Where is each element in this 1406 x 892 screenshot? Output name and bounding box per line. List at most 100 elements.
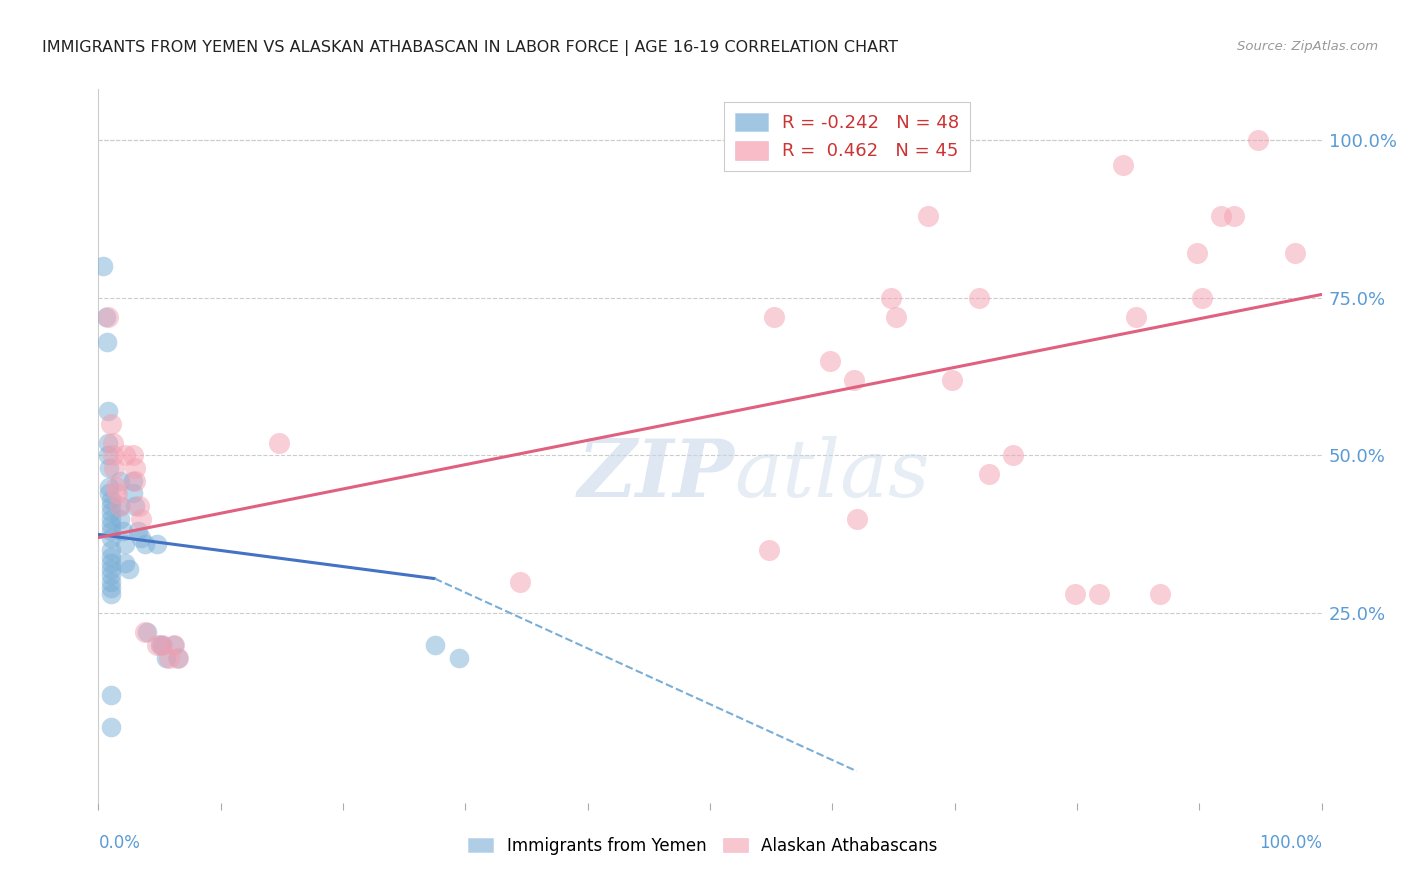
Point: [98, 480, 121, 494]
Point: [134, 625, 156, 640]
Point: [1112, 158, 1135, 172]
Point: [917, 209, 939, 223]
Point: [100, 720, 122, 734]
Point: [110, 511, 132, 525]
Point: [97, 435, 120, 450]
Point: [114, 537, 136, 551]
Point: [100, 549, 122, 564]
Text: IMMIGRANTS FROM YEMEN VS ALASKAN ATHABASCAN IN LABOR FORCE | AGE 16-19 CORRELATI: IMMIGRANTS FROM YEMEN VS ALASKAN ATHABAS…: [42, 40, 898, 56]
Point: [118, 562, 141, 576]
Point: [157, 650, 180, 665]
Point: [124, 461, 146, 475]
Point: [100, 524, 122, 539]
Point: [1284, 246, 1306, 260]
Text: Source: ZipAtlas.com: Source: ZipAtlas.com: [1237, 40, 1378, 54]
Point: [100, 574, 122, 589]
Point: [105, 486, 128, 500]
Point: [155, 650, 177, 665]
Point: [110, 474, 132, 488]
Point: [128, 499, 150, 513]
Legend: R = -0.242   N = 48, R =  0.462   N = 45: R = -0.242 N = 48, R = 0.462 N = 45: [724, 102, 970, 171]
Point: [100, 499, 122, 513]
Point: [100, 505, 122, 519]
Point: [880, 291, 903, 305]
Point: [149, 638, 172, 652]
Point: [134, 537, 156, 551]
Point: [114, 449, 136, 463]
Point: [1125, 310, 1147, 324]
Point: [941, 373, 963, 387]
Point: [101, 449, 124, 463]
Point: [100, 517, 122, 532]
Point: [100, 562, 122, 576]
Point: [97, 449, 120, 463]
Point: [967, 291, 990, 305]
Point: [136, 625, 159, 640]
Point: [150, 638, 173, 652]
Point: [1002, 449, 1025, 463]
Point: [91, 259, 114, 273]
Point: [844, 373, 866, 387]
Point: [269, 435, 291, 450]
Point: [101, 435, 124, 450]
Point: [100, 581, 122, 595]
Point: [1185, 246, 1208, 260]
Point: [103, 461, 125, 475]
Point: [97, 310, 120, 324]
Point: [1063, 587, 1085, 601]
Point: [762, 310, 785, 324]
Text: ZIP: ZIP: [578, 436, 734, 513]
Point: [845, 511, 868, 525]
Point: [97, 404, 120, 418]
Point: [100, 568, 122, 582]
Point: [121, 449, 143, 463]
Point: [96, 334, 118, 349]
Point: [423, 638, 446, 652]
Point: [100, 492, 122, 507]
Point: [100, 511, 122, 525]
Point: [150, 638, 173, 652]
Point: [110, 499, 132, 513]
Point: [100, 417, 122, 431]
Point: [1149, 587, 1171, 601]
Text: 100.0%: 100.0%: [1258, 834, 1322, 852]
Text: atlas: atlas: [734, 436, 929, 513]
Point: [167, 650, 190, 665]
Point: [977, 467, 1000, 482]
Point: [818, 353, 841, 368]
Point: [884, 310, 907, 324]
Point: [1247, 133, 1270, 147]
Point: [1191, 291, 1213, 305]
Point: [114, 556, 136, 570]
Point: [111, 524, 134, 539]
Point: [146, 638, 169, 652]
Point: [1222, 209, 1244, 223]
Point: [100, 587, 122, 601]
Point: [110, 499, 132, 513]
Point: [100, 556, 122, 570]
Point: [163, 638, 186, 652]
Point: [129, 511, 152, 525]
Point: [98, 461, 121, 475]
Point: [146, 537, 169, 551]
Point: [100, 531, 122, 545]
Point: [124, 474, 146, 488]
Point: [758, 543, 780, 558]
Point: [127, 524, 149, 539]
Point: [129, 531, 152, 545]
Point: [1211, 209, 1233, 223]
Point: [167, 650, 190, 665]
Text: 0.0%: 0.0%: [98, 834, 141, 852]
Point: [98, 486, 121, 500]
Point: [121, 486, 143, 500]
Point: [509, 574, 531, 589]
Point: [100, 689, 122, 703]
Point: [124, 499, 146, 513]
Point: [1088, 587, 1111, 601]
Point: [121, 474, 143, 488]
Point: [100, 543, 122, 558]
Point: [94, 310, 117, 324]
Point: [163, 638, 186, 652]
Legend: Immigrants from Yemen, Alaskan Athabascans: Immigrants from Yemen, Alaskan Athabasca…: [461, 830, 945, 862]
Point: [104, 480, 127, 494]
